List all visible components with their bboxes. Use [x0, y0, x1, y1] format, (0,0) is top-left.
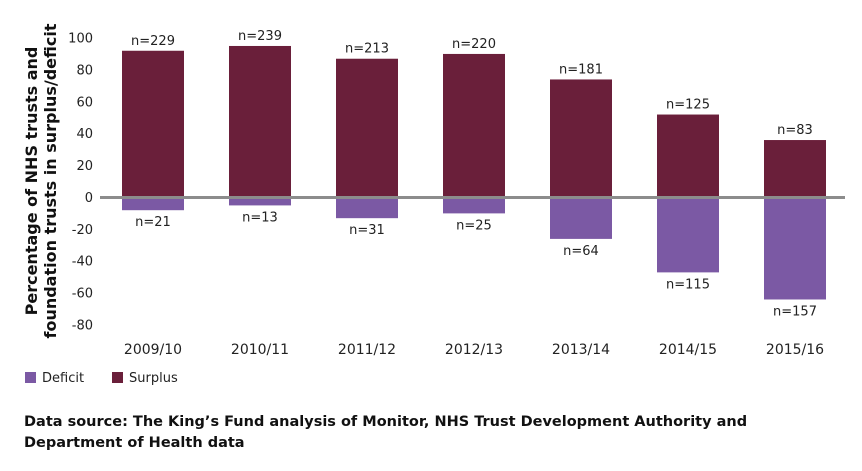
y-tick-label: 40 [76, 127, 93, 142]
x-category-label: 2015/16 [766, 342, 824, 358]
y-tick-label: -60 [72, 287, 93, 302]
x-category-label: 2010/11 [231, 342, 289, 358]
surplus-bar [657, 114, 719, 198]
deficit-count-label: n=115 [666, 277, 710, 292]
surplus-count-label: n=213 [345, 42, 389, 57]
y-tick-label: -40 [72, 255, 93, 270]
deficit-bar [122, 197, 184, 211]
count-labels: n=229 n=21 n=239 n=13 n=213 n=31 n=220 n=25 n=18… [131, 29, 817, 320]
deficit-count-label: n=25 [456, 218, 492, 233]
surplus-bar [443, 53, 505, 198]
y-tick-label: 60 [76, 95, 93, 110]
y-tick-label: -80 [72, 319, 93, 334]
legend: Deficit Surplus [25, 371, 178, 386]
deficit-bar [657, 197, 719, 273]
surplus-bar [229, 45, 291, 198]
x-category-label: 2013/14 [552, 342, 610, 358]
deficit-bar [550, 197, 612, 239]
y-axis-title-line: foundation trusts in surplus/deficit [41, 23, 60, 338]
surplus-count-label: n=181 [559, 62, 603, 77]
deficit-count-label: n=21 [135, 215, 171, 230]
deficit-count-label: n=31 [349, 223, 385, 238]
y-tick-label: 20 [76, 159, 93, 174]
x-axis-categories: 2009/10 2010/11 2011/12 2012/13 2013/14 2014/… [124, 342, 824, 358]
surplus-bar [764, 140, 826, 198]
surplus-bar [550, 79, 612, 198]
legend-swatch [25, 372, 36, 383]
legend-label: Surplus [129, 371, 178, 386]
legend-label: Deficit [42, 371, 84, 386]
surplus-bar [336, 58, 398, 198]
y-tick-label: 80 [76, 63, 93, 78]
legend-swatch [112, 372, 123, 383]
x-category-label: 2012/13 [445, 342, 503, 358]
y-tick-label: 0 [85, 191, 93, 206]
y-axis-title: Percentage of NHS trusts and foundation t… [22, 23, 60, 338]
y-tick-label: -20 [72, 223, 93, 238]
deficit-bar [764, 197, 826, 300]
x-category-label: 2009/10 [124, 342, 182, 358]
deficit-count-label: n=13 [242, 210, 278, 225]
y-axis-title-line: Percentage of NHS trusts and [22, 47, 41, 316]
surplus-count-label: n=220 [452, 37, 496, 52]
deficit-bar [229, 197, 291, 206]
surplus-count-label: n=229 [131, 34, 175, 49]
surplus-count-label: n=239 [238, 29, 282, 44]
deficit-bar [443, 197, 505, 214]
surplus-bars [122, 45, 826, 198]
y-tick-label: 100 [68, 32, 93, 47]
surplus-bar [122, 50, 184, 198]
surplus-count-label: n=83 [777, 123, 813, 138]
deficit-bars [122, 197, 826, 300]
deficit-count-label: n=157 [773, 304, 817, 319]
deficit-count-label: n=64 [563, 244, 599, 259]
deficit-bar [336, 197, 398, 219]
data-source-note: Data source: The King’s Fund analysis of… [24, 414, 748, 451]
x-category-label: 2014/15 [659, 342, 717, 358]
surplus-count-label: n=125 [666, 98, 710, 113]
x-category-label: 2011/12 [338, 342, 396, 358]
bar-chart: Percentage of NHS trusts and foundation t… [22, 23, 845, 386]
y-axis-ticks: 100 80 60 40 20 0 -20 -40 -60 -80 [68, 32, 93, 334]
